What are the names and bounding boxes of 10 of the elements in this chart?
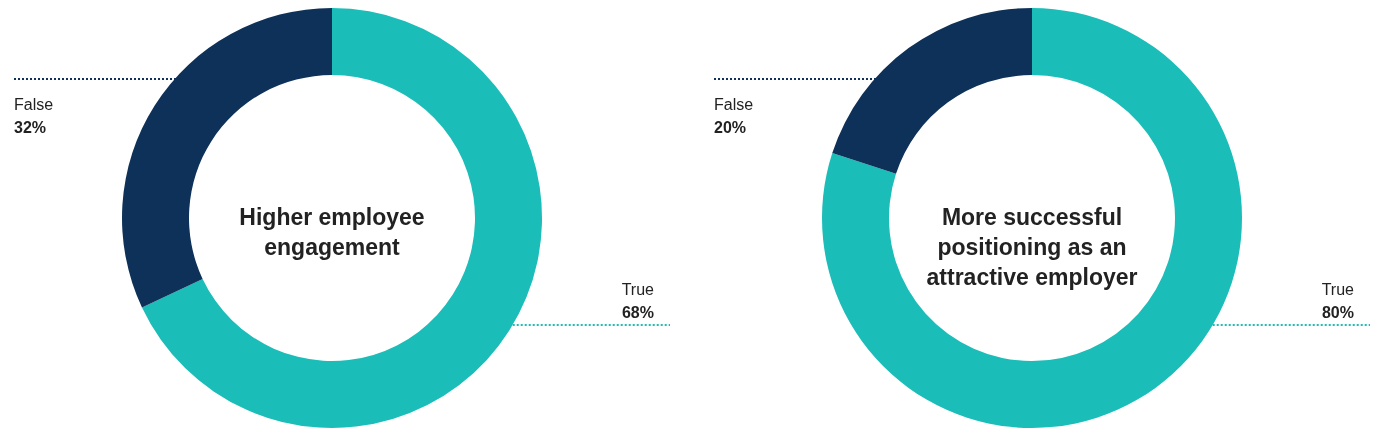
slice-label: True [621,281,655,298]
slice-label: False [714,96,754,113]
slice-label: True [1321,281,1355,298]
data-label: 80% [1321,304,1354,321]
data-label: 20% [714,119,747,136]
text: Higher employee engagement [239,204,425,260]
data-label: 32% [14,119,47,136]
text: More successful positioning as an attractive employer [926,204,1138,290]
data-label: 68% [621,304,654,321]
slice-label: False [14,96,54,113]
